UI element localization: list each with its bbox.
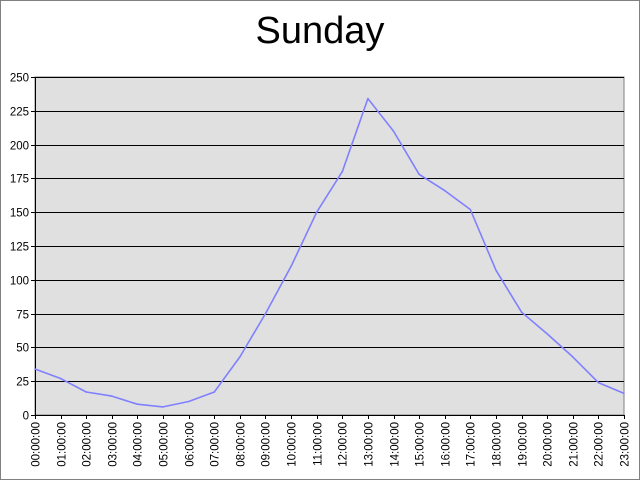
y-tick-label: 200: [10, 141, 29, 153]
y-tick-label: 175: [10, 174, 29, 186]
x-tick-label: 02:00:00: [82, 422, 94, 467]
data-point: [392, 130, 395, 132]
data-point: [239, 356, 241, 358]
x-tick-label: 17:00:00: [466, 422, 478, 467]
data-point: [469, 208, 472, 211]
y-tick-label: 150: [10, 208, 29, 220]
y-tick-label: 125: [10, 242, 29, 254]
y-tick-label: 50: [16, 343, 29, 355]
x-tick-label: 07:00:00: [210, 422, 222, 467]
y-tick-label: 75: [16, 310, 29, 322]
data-point: [213, 391, 216, 393]
series-line: [34, 97, 625, 408]
y-tick-label: 225: [10, 107, 29, 119]
data-point: [136, 403, 139, 406]
x-tick-label: 08:00:00: [236, 422, 248, 467]
data-point: [623, 392, 625, 395]
data-point: [367, 97, 369, 100]
x-tick-label: 10:00:00: [287, 422, 299, 467]
data-point: [290, 265, 292, 268]
x-tick-label: 16:00:00: [441, 422, 453, 467]
data-point: [187, 400, 190, 403]
data-point: [418, 173, 420, 176]
data-point: [341, 170, 344, 173]
data-point: [111, 395, 113, 397]
x-tick-label: 00:00:00: [31, 422, 43, 467]
x-tick-label: 19:00:00: [518, 422, 530, 467]
chart-title: Sunday: [255, 10, 385, 52]
x-tick-label: 21:00:00: [569, 422, 581, 467]
x-tick-label: 15:00:00: [415, 422, 427, 467]
x-tick-label: 04:00:00: [133, 422, 145, 467]
x-tick-label: 20:00:00: [543, 422, 555, 467]
x-tick-label: 18:00:00: [492, 422, 504, 467]
x-tick-label: 05:00:00: [159, 422, 171, 467]
data-point: [495, 269, 497, 272]
x-tick-label: 06:00:00: [185, 422, 197, 467]
data-point: [85, 391, 87, 393]
x-tick-label: 23:00:00: [620, 422, 632, 467]
x-tick-label: 09:00:00: [261, 422, 273, 467]
data-point: [59, 377, 62, 380]
y-tick-label: 250: [10, 73, 29, 85]
x-tick-label: 13:00:00: [364, 422, 376, 467]
x-tick-label: 01:00:00: [57, 422, 69, 467]
data-point: [264, 312, 267, 315]
data-point: [443, 189, 446, 192]
data-point: [572, 356, 574, 358]
x-tick-label: 12:00:00: [338, 422, 350, 467]
data-point: [597, 381, 600, 384]
x-tick-label: 11:00:00: [313, 422, 325, 466]
x-tick-label: 22:00:00: [594, 422, 606, 467]
x-tick-label: 03:00:00: [108, 422, 120, 467]
y-tick-label: 0: [23, 411, 29, 423]
y-tick-label: 25: [16, 377, 29, 389]
x-tick-label: 14:00:00: [390, 422, 402, 467]
data-point: [315, 211, 318, 213]
data-point: [546, 333, 548, 335]
data-point: [34, 368, 36, 370]
data-point: [520, 311, 523, 314]
data-point: [162, 406, 164, 408]
y-tick-label: 100: [10, 276, 29, 288]
